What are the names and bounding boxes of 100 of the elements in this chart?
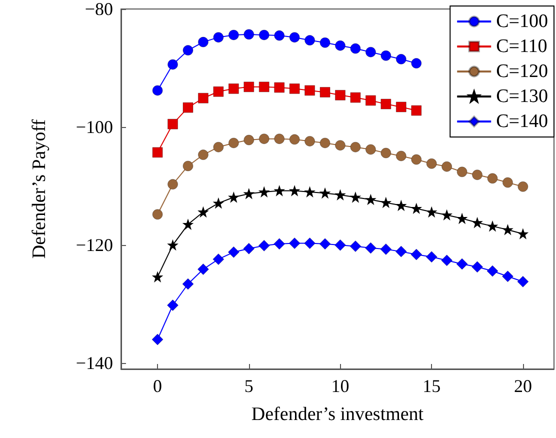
x-tick-label: 20 (514, 376, 532, 396)
point (335, 190, 346, 200)
point (183, 220, 193, 230)
point (488, 221, 498, 232)
point (228, 83, 239, 94)
point (320, 138, 330, 148)
point (198, 207, 208, 217)
point (486, 265, 498, 277)
point (258, 82, 270, 92)
point (502, 177, 513, 188)
point (289, 32, 300, 43)
point (289, 83, 300, 94)
point (304, 187, 315, 197)
point (304, 238, 316, 250)
point (457, 214, 467, 224)
point (168, 179, 178, 190)
point (168, 118, 178, 130)
point (350, 43, 361, 54)
point (380, 148, 392, 158)
x-tick-label: 10 (331, 376, 350, 396)
point (365, 46, 376, 58)
x-tick-label: 5 (244, 376, 254, 396)
point (197, 264, 209, 276)
point (289, 134, 300, 145)
point (258, 30, 270, 40)
point (152, 85, 163, 96)
point (380, 243, 392, 255)
point (410, 248, 422, 260)
point (167, 300, 179, 312)
point (456, 258, 468, 270)
y-axis-title: Defender’s Payoff (29, 118, 50, 259)
point (350, 192, 360, 202)
point (320, 188, 330, 198)
point (152, 147, 163, 158)
point (243, 242, 255, 254)
point (426, 251, 438, 263)
y-tick-label: −80 (84, 0, 113, 19)
point (502, 224, 513, 235)
point (365, 144, 376, 155)
point (319, 238, 331, 250)
point (182, 102, 194, 113)
point (411, 204, 422, 214)
point (411, 58, 422, 69)
point (152, 272, 162, 282)
point (364, 242, 376, 254)
point (487, 173, 498, 184)
legend-label: C=100 (496, 11, 548, 32)
point (320, 86, 330, 98)
point (214, 198, 224, 208)
legend-label: C=120 (496, 61, 548, 82)
point (244, 134, 254, 146)
point (518, 228, 528, 239)
legend-label: C=130 (496, 86, 548, 107)
y-tick-label: −100 (76, 117, 113, 138)
point (213, 32, 224, 43)
point (198, 36, 208, 48)
point (380, 98, 392, 110)
point (182, 45, 194, 56)
point (426, 207, 436, 217)
point (304, 35, 316, 46)
point (350, 92, 361, 103)
point (456, 166, 468, 178)
point (441, 254, 453, 266)
point (212, 253, 224, 265)
point (396, 102, 406, 112)
point (198, 92, 208, 104)
point (380, 50, 392, 61)
point (426, 158, 437, 169)
x-tick-label: 0 (153, 376, 162, 396)
x-axis-title: Defender’s investment (251, 404, 424, 425)
point (334, 239, 346, 251)
point (274, 238, 286, 250)
point (304, 85, 316, 96)
point (472, 218, 482, 228)
point (213, 142, 224, 152)
point (517, 276, 529, 288)
point (152, 209, 163, 220)
point (350, 142, 361, 152)
point (396, 200, 406, 210)
point (168, 240, 178, 250)
point (168, 59, 178, 70)
legend-label: C=110 (496, 36, 548, 57)
point (304, 136, 316, 146)
point (152, 334, 164, 346)
point (472, 261, 484, 273)
point (290, 186, 300, 196)
y-tick-label: −140 (76, 353, 113, 374)
point (274, 186, 284, 196)
point (182, 160, 194, 172)
point (411, 105, 422, 116)
point (213, 86, 224, 97)
point (518, 181, 528, 192)
point (182, 278, 194, 290)
legend-label: C=140 (496, 111, 548, 132)
point (258, 134, 270, 144)
point (335, 40, 346, 51)
point (395, 246, 407, 258)
point (228, 138, 239, 148)
point (442, 210, 452, 220)
point (259, 187, 270, 197)
